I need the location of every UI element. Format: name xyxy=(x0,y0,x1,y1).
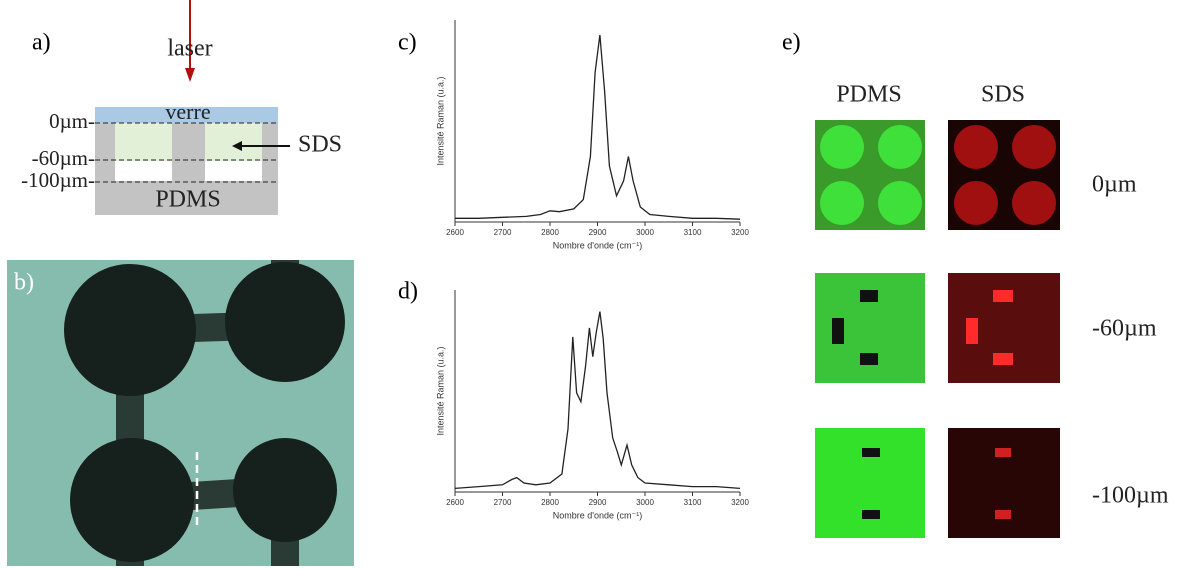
glass-layer xyxy=(95,107,278,123)
x-tick-label: 2900 xyxy=(589,498,607,507)
map-feature xyxy=(862,448,880,457)
map-feature xyxy=(954,181,998,225)
x-tick-label: 2600 xyxy=(446,228,464,237)
x-tick-label: 3100 xyxy=(684,498,702,507)
x-tick-label: 2900 xyxy=(589,228,607,237)
x-tick-label: 2800 xyxy=(541,498,559,507)
map-pdms xyxy=(815,273,925,383)
schematic: a) laser verre SDS PDMS 0µm- -60µm- -100… xyxy=(21,0,342,215)
map-sds xyxy=(948,273,1060,383)
glass-label: verre xyxy=(165,99,210,124)
laser-label: laser xyxy=(167,36,212,62)
row-label: -60µm xyxy=(1092,316,1157,342)
y-axis-label: Intensité Raman (u.a.) xyxy=(435,76,445,165)
x-tick-label: 3100 xyxy=(684,228,702,237)
micrograph: b) xyxy=(7,260,354,566)
depth-label: -60µm- xyxy=(32,146,95,170)
map-feature xyxy=(993,290,1013,302)
map-feature xyxy=(878,181,922,225)
well-bottom xyxy=(115,161,172,181)
column-header: PDMS xyxy=(836,82,901,108)
x-tick-label: 3200 xyxy=(731,228,749,237)
map-pdms xyxy=(815,428,925,538)
x-tick-label: 3000 xyxy=(636,498,654,507)
map-feature xyxy=(1012,125,1056,169)
spectrum-line xyxy=(455,34,741,220)
row-label: 0µm xyxy=(1092,172,1137,198)
x-tick-label: 3200 xyxy=(731,498,749,507)
map-feature xyxy=(995,510,1011,519)
spectrum-line xyxy=(454,311,741,490)
map-feature xyxy=(860,290,878,302)
well-dark xyxy=(70,438,194,562)
row-label: -100µm xyxy=(1092,483,1169,509)
depth-label: -100µm- xyxy=(21,168,95,192)
map-feature xyxy=(878,125,922,169)
map-feature xyxy=(995,448,1011,457)
map-feature xyxy=(860,353,878,365)
well-dark xyxy=(225,262,345,382)
well xyxy=(205,123,262,161)
well-bottom xyxy=(205,161,262,181)
panel-label: c) xyxy=(398,30,417,56)
map-sds xyxy=(948,428,1060,538)
x-tick-label: 2700 xyxy=(494,498,512,507)
panel-label: d) xyxy=(398,279,418,305)
map-feature xyxy=(820,181,864,225)
laser-arrow-head xyxy=(185,68,195,82)
map-feature xyxy=(954,125,998,169)
map-feature xyxy=(862,510,880,519)
well xyxy=(115,123,172,161)
well-dark xyxy=(64,264,196,396)
sds-arrow-head xyxy=(232,141,242,151)
y-axis-label: Intensité Raman (u.a.) xyxy=(435,346,445,435)
x-tick-label: 2600 xyxy=(446,498,464,507)
panel-label: e) xyxy=(782,30,801,56)
maps: e) PDMS SDS 0µm -60µm -100µm xyxy=(782,30,1169,538)
x-tick-label: 2700 xyxy=(494,228,512,237)
well-dark xyxy=(233,438,337,542)
x-tick-label: 2800 xyxy=(541,228,559,237)
sds-label: SDS xyxy=(298,132,342,158)
x-axis-label: Nombre d'onde (cm⁻¹) xyxy=(553,510,643,520)
map-feature xyxy=(993,353,1013,365)
map-feature xyxy=(820,125,864,169)
map-feature xyxy=(966,318,978,344)
map-feature xyxy=(1012,181,1056,225)
map-feature xyxy=(832,318,844,344)
depth-label: 0µm- xyxy=(49,109,95,133)
x-tick-label: 3000 xyxy=(636,228,654,237)
x-axis-label: Nombre d'onde (cm⁻¹) xyxy=(553,240,643,250)
panel-label: a) xyxy=(32,30,51,56)
pdms-label: PDMS xyxy=(155,187,220,213)
column-header: SDS xyxy=(981,82,1025,108)
panel-label: b) xyxy=(14,270,34,296)
